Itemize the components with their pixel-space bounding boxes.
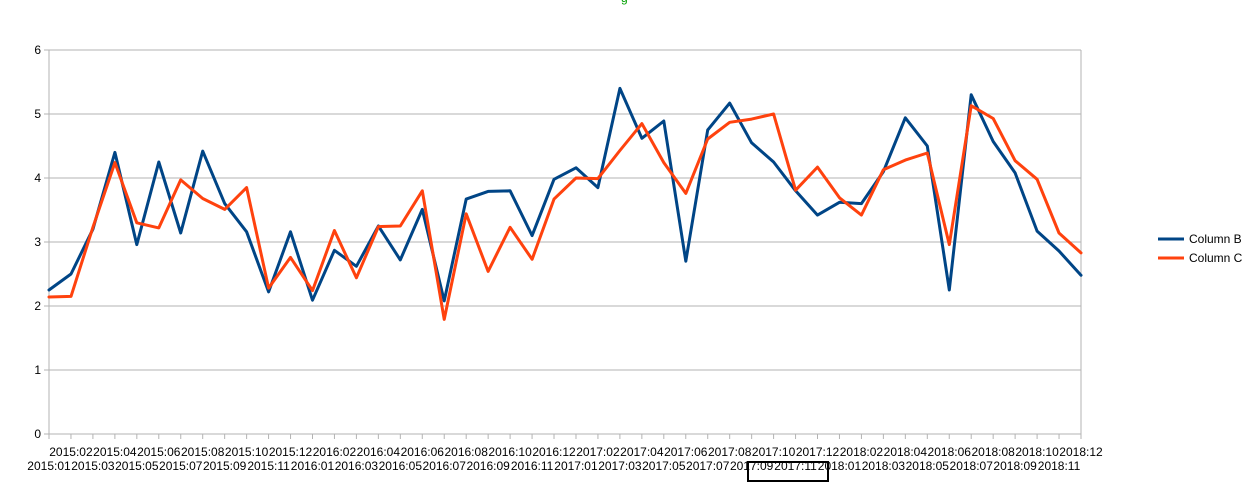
x-tick-label: 2016:11 [511,459,554,473]
series-line-column-b [47,86,1083,303]
x-tick-label: 2015:08 [181,445,225,459]
x-axis-ticks: 2015:012015:022015:032015:042015:052015:… [27,434,1103,473]
legend-label: Column C [1189,251,1243,265]
y-tick-label: 5 [34,107,41,121]
x-tick-label: 2015:07 [159,459,203,473]
x-tick-label: 2018:05 [906,459,950,473]
x-tick-label: 2016:02 [313,445,357,459]
x-tick-label: 2016:12 [532,445,576,459]
x-tick-label: 2015:03 [71,459,115,473]
x-tick-label: 2015:01 [27,459,71,473]
selection-box [747,461,829,482]
x-tick-label: 2015:02 [49,445,93,459]
x-tick-label: 2017:05 [642,459,686,473]
y-tick-label: 2 [34,299,41,313]
x-tick-label: 2017:12 [796,445,840,459]
x-tick-label: 2016:01 [291,459,335,473]
x-tick-label: 2018:03 [862,459,906,473]
x-tick-label: 2015:06 [137,445,181,459]
x-tick-label: 2018:06 [928,445,972,459]
x-tick-label: 2018:11 [1038,459,1081,473]
x-tick-label: 2015:04 [93,445,137,459]
x-tick-label: 2018:07 [950,459,994,473]
x-tick-label: 2016:06 [401,445,445,459]
x-tick-label: 2017:02 [576,445,620,459]
x-tick-label: 2017:03 [598,459,642,473]
x-tick-label: 2016:05 [379,459,423,473]
x-tick-label: 2017:04 [620,445,664,459]
clipped-title-fragment: g [621,0,628,5]
x-tick-label: 2017:08 [708,445,752,459]
y-tick-label: 1 [34,363,41,377]
y-tick-label: 4 [34,171,41,185]
x-tick-label: 2015:12 [269,445,313,459]
y-axis-ticks: 0 1 2 3 4 5 6 [34,43,49,441]
x-tick-label: 2016:08 [444,445,488,459]
x-tick-label: 2016:10 [488,445,532,459]
x-tick-label: 2016:04 [357,445,401,459]
y-tick-label: 3 [34,235,41,249]
x-tick-label: 2018:04 [884,445,928,459]
y-tick-label: 6 [34,43,41,57]
x-tick-label: 2015:11 [247,459,290,473]
y-tick-label: 0 [34,427,41,441]
x-tick-label: 2016:03 [335,459,379,473]
x-tick-label: 2015:05 [115,459,159,473]
x-tick-label: 2018:08 [971,445,1015,459]
x-tick-label: 2017:07 [686,459,730,473]
x-tick-label: 2016:07 [423,459,467,473]
series-line-column-c [47,104,1083,321]
x-tick-label: 2018:10 [1015,445,1059,459]
x-tick-label: 2015:09 [203,459,247,473]
series-lines [47,86,1083,321]
x-tick-label: 2018:09 [993,459,1037,473]
x-tick-label: 2017:10 [752,445,796,459]
x-tick-label: 2018:12 [1059,445,1103,459]
x-tick-label: 2016:09 [466,459,510,473]
gridlines [48,49,1082,435]
x-tick-label: 2015:10 [225,445,269,459]
legend-label: Column B [1189,232,1242,246]
x-tick-label: 2018:02 [840,445,884,459]
x-tick-label: 2017:06 [664,445,708,459]
legend: Column B Column C [1158,232,1243,265]
x-tick-label: 2017:01 [554,459,598,473]
